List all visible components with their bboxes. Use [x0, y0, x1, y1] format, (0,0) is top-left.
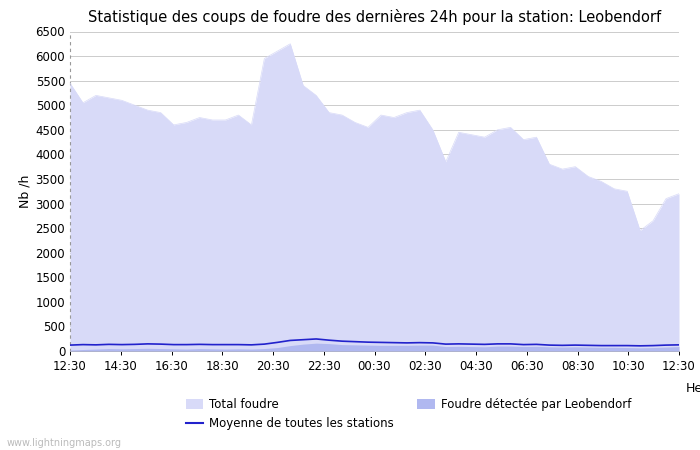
Text: www.lightningmaps.org: www.lightningmaps.org — [7, 438, 122, 448]
Y-axis label: Nb /h: Nb /h — [18, 175, 32, 208]
Legend: Total foudre, Moyenne de toutes les stations, Foudre détectée par Leobendorf: Total foudre, Moyenne de toutes les stat… — [186, 398, 631, 430]
Text: Heure: Heure — [686, 382, 700, 395]
Title: Statistique des coups de foudre des dernières 24h pour la station: Leobendorf: Statistique des coups de foudre des dern… — [88, 9, 661, 25]
